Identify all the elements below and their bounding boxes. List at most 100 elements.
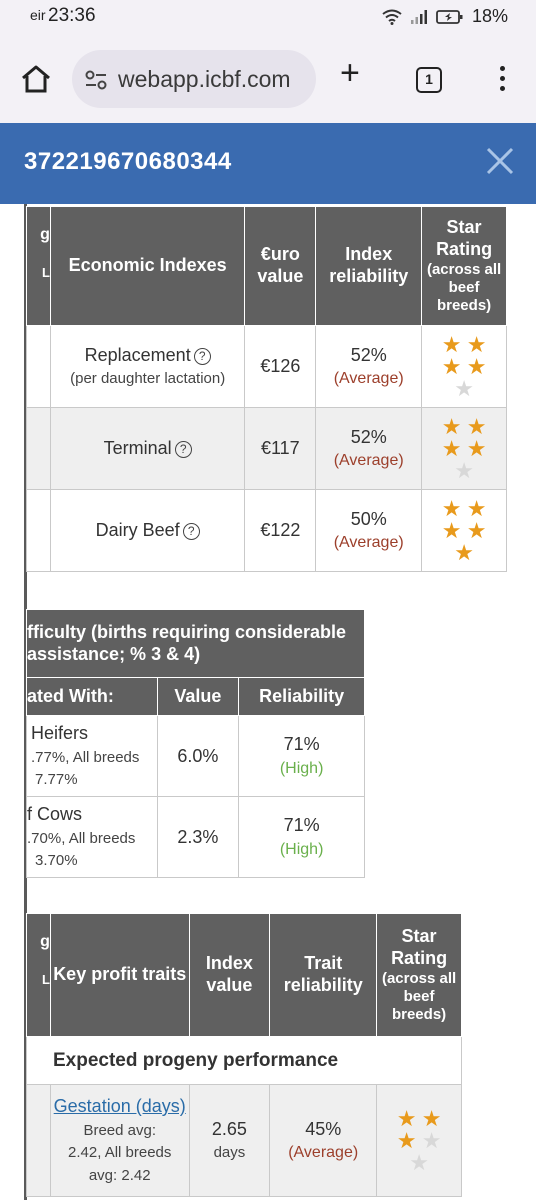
category-name: f Cows <box>27 804 83 824</box>
star-filled-icon: ★ <box>466 517 487 543</box>
reliability-value: 52% <box>350 426 387 447</box>
close-icon[interactable] <box>484 145 516 177</box>
star-rating-cell: ★ ★ ★ ★ ★ <box>421 325 507 408</box>
help-icon[interactable]: ? <box>193 347 211 365</box>
euro-value: €126 <box>244 325 317 408</box>
calving-value: 2.3% <box>156 796 240 878</box>
index-name-cell: Replacement? (per daughter lactation) <box>49 325 246 408</box>
status-bar: eir 23:36 18% <box>0 0 536 34</box>
col-index-value: Index value <box>188 913 271 1037</box>
trait-line4: avg: 2.42 <box>88 1167 151 1185</box>
category-line3: 3.70% <box>35 852 78 870</box>
reliability-label: (Average) <box>333 534 404 552</box>
signal-icon <box>410 9 427 24</box>
col-economic-indexes: Economic Indexes <box>49 206 246 326</box>
content-left-border <box>24 204 27 1200</box>
tab-switcher-button[interactable]: 1 <box>416 67 442 93</box>
col-key-profit-traits: Key profit traits <box>49 913 190 1037</box>
star-filled-icon: ★ <box>421 1105 442 1131</box>
col-value: Value <box>156 677 240 716</box>
calving-value: 6.0% <box>156 715 240 797</box>
help-icon[interactable]: ? <box>174 441 192 459</box>
category-line2: .70%, All breeds <box>27 829 136 847</box>
index-sub: (per daughter lactation) <box>70 370 226 388</box>
star-rating-cell: ★ ★ ★ ★ ★ <box>421 489 507 572</box>
index-name: Replacement <box>84 344 191 365</box>
col-trait-reliability: Trait reliability <box>269 913 378 1037</box>
category-line3: 7.77% <box>35 771 78 789</box>
clock: 23:36 <box>48 5 96 26</box>
section-heading: Expected progeny performance <box>26 1036 462 1085</box>
index-value: 2.65 <box>211 1118 247 1139</box>
table-row: Replacement? (per daughter lactation) €12… <box>26 325 507 408</box>
help-icon[interactable]: ? <box>182 523 200 541</box>
euro-value: €117 <box>244 407 317 490</box>
url-text: webapp.icbf.com <box>118 66 291 92</box>
index-unit: days <box>213 1144 246 1162</box>
star-empty-icon: ★ <box>409 1149 429 1175</box>
reliability-cell: 45% (Average) <box>269 1084 378 1197</box>
index-value-cell: 2.65 days <box>188 1084 271 1197</box>
address-bar[interactable]: webapp.icbf.com <box>72 50 316 108</box>
home-icon[interactable] <box>20 64 52 94</box>
star-filled-icon: ★ <box>466 331 487 357</box>
star-rating-label: Star Rating <box>391 926 448 968</box>
gestation-link[interactable]: Gestation (days) <box>53 1096 186 1117</box>
star-filled-icon: ★ <box>441 353 462 379</box>
index-name: Dairy Beef <box>95 520 180 541</box>
calving-title: fficulty (births requiring considerable … <box>26 609 365 678</box>
category-cell: f Cows .70%, All breeds 3.70% <box>26 796 158 878</box>
browser-toolbar: webapp.icbf.com + 1 <box>0 34 536 123</box>
reliability-value: 52% <box>350 344 387 365</box>
star-filled-icon: ★ <box>396 1105 417 1131</box>
more-menu-icon[interactable] <box>492 66 512 96</box>
reliability-cell: 71% (High) <box>238 715 365 797</box>
col-star-rating: Star Rating (across all beef breeds) <box>376 913 462 1037</box>
star-filled-icon: ★ <box>454 539 474 565</box>
col-associated-with: ated With: <box>26 677 158 716</box>
carrier-label: eir <box>30 7 46 23</box>
animal-id-title: 372219670680344 <box>24 148 232 175</box>
star-rating: ★ ★ ★ ★ ★ <box>437 497 491 565</box>
col-index-reliability: Index reliability <box>315 206 423 326</box>
star-filled-icon: ★ <box>466 435 487 461</box>
star-empty-icon: ★ <box>421 1127 442 1153</box>
reliability-label: (Average) <box>333 370 404 388</box>
star-filled-icon: ★ <box>466 413 487 439</box>
star-rating: ★ ★ ★ ★ ★ <box>392 1105 446 1175</box>
star-filled-icon: ★ <box>441 435 462 461</box>
site-settings-icon[interactable] <box>84 69 108 91</box>
star-filled-icon: ★ <box>441 331 462 357</box>
table-row: Terminal? €117 52% (Average) ★ ★ ★ ★ ★ <box>26 407 507 490</box>
reliability-cell: 50% (Average) <box>315 489 423 572</box>
index-name-cell: Terminal? <box>49 407 246 490</box>
reliability-label: (Average) <box>333 452 404 470</box>
index-name: Terminal <box>103 438 172 459</box>
battery-level: 18% <box>471 6 508 26</box>
star-rating-cell: ★ ★ ★ ★ ★ <box>376 1084 462 1197</box>
index-name-cell: Dairy Beef? <box>49 489 246 572</box>
new-tab-button[interactable]: + <box>340 54 360 92</box>
trait-line2: Breed avg: <box>83 1121 156 1139</box>
reliability-value: 71% <box>283 815 320 836</box>
table-row: f Cows .70%, All breeds 3.70% 2.3% 71% (Hig… <box>26 796 365 878</box>
star-rating-cell: ★ ★ ★ ★ ★ <box>421 407 507 490</box>
wifi-icon <box>382 9 402 25</box>
reliability-cell: 52% (Average) <box>315 325 423 408</box>
star-rating: ★ ★ ★ ★ ★ <box>437 331 491 400</box>
col-euro-value: €uro value <box>244 206 317 326</box>
star-rating: ★ ★ ★ ★ ★ <box>437 413 491 483</box>
star-filled-icon: ★ <box>441 517 462 543</box>
reliability-label: (High) <box>279 840 324 858</box>
euro-value: €122 <box>244 489 317 572</box>
star-rating-label: Star Rating <box>436 217 493 259</box>
table-row: Heifers .77%, All breeds 7.77% 6.0% 71% (Hi… <box>26 715 365 797</box>
category-line2: .77%, All breeds <box>31 748 140 766</box>
star-empty-icon: ★ <box>454 457 474 483</box>
reliability-cell: 71% (High) <box>238 796 365 878</box>
reliability-value: 50% <box>350 508 387 529</box>
